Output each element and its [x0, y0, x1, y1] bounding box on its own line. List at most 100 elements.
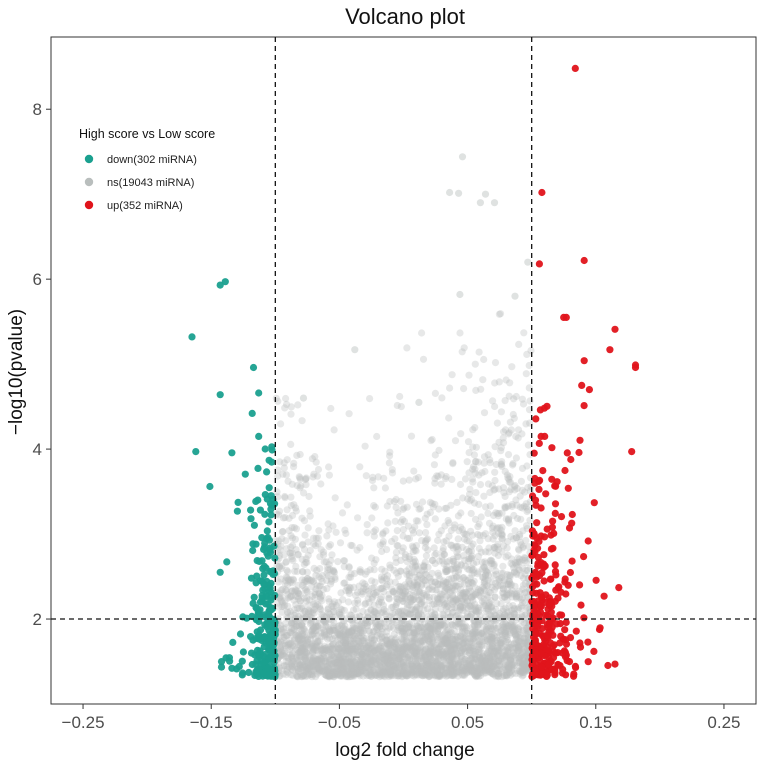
scatter-point-ns [387, 672, 395, 680]
scatter-point-ns [423, 661, 431, 669]
scatter-point-ns [488, 633, 496, 642]
scatter-point-ns [383, 628, 391, 636]
scatter-point-ns [495, 485, 503, 493]
scatter-point-ns [281, 404, 289, 412]
scatter-point-ns [340, 628, 348, 636]
scatter-point-ns [283, 665, 291, 673]
scatter-point-ns [431, 672, 439, 680]
scatter-point-ns [356, 566, 364, 574]
scatter-point-ns [386, 641, 394, 649]
scatter-point-ns [287, 661, 296, 669]
scatter-point-ns [414, 662, 422, 671]
scatter-point-ns [388, 469, 397, 477]
scatter-point-ns [292, 645, 300, 653]
scatter-point-down [249, 363, 258, 372]
scatter-point-ns [278, 562, 286, 570]
scatter-point-ns [353, 647, 361, 655]
scatter-point-ns [359, 666, 367, 675]
scatter-point-ns [284, 577, 293, 585]
scatter-point-ns [293, 653, 301, 661]
scatter-point-ns [399, 477, 407, 485]
scatter-point-ns [399, 544, 407, 552]
scatter-point-ns [489, 634, 497, 643]
scatter-point-ns [414, 611, 422, 619]
scatter-point-ns [442, 664, 450, 672]
scatter-point-ns [394, 672, 402, 680]
scatter-point-ns [302, 665, 310, 674]
scatter-point-ns [386, 671, 394, 679]
scatter-point-ns [509, 626, 517, 634]
scatter-point-ns [298, 514, 306, 522]
scatter-point-ns [447, 671, 455, 680]
scatter-point-ns [337, 611, 345, 620]
scatter-point-ns [316, 666, 324, 674]
scatter-point-ns [392, 495, 400, 504]
scatter-point-ns [462, 589, 471, 597]
scatter-point-ns [464, 565, 472, 573]
scatter-point-ns [369, 648, 377, 656]
scatter-point-ns [426, 654, 434, 662]
scatter-point-ns [311, 657, 319, 665]
scatter-point-up [564, 581, 572, 589]
scatter-point-ns [371, 608, 379, 616]
scatter-point-up [557, 588, 565, 596]
scatter-point-up [561, 626, 569, 634]
scatter-point-ns [309, 642, 317, 650]
scatter-point-ns [355, 662, 363, 670]
scatter-point-ns [392, 662, 400, 670]
scatter-point-ns [427, 624, 435, 633]
scatter-point-ns [378, 547, 386, 556]
scatter-point-ns [288, 651, 296, 659]
scatter-point-ns [387, 657, 395, 666]
scatter-point-ns [280, 637, 288, 645]
scatter-point-ns [300, 671, 308, 680]
scatter-point-ns [294, 589, 302, 597]
scatter-point-ns [363, 649, 371, 657]
scatter-point-ns [362, 669, 370, 677]
scatter-point-ns [501, 492, 509, 500]
scatter-point-ns [314, 663, 322, 671]
scatter-point-ns [412, 648, 421, 656]
scatter-point-ns [398, 594, 406, 603]
scatter-point-ns [411, 563, 420, 571]
scatter-point-ns [308, 609, 316, 617]
scatter-point-ns [396, 614, 404, 622]
scatter-point-ns [354, 660, 362, 669]
scatter-point-ns [410, 652, 419, 660]
scatter-point-ns [320, 558, 328, 566]
scatter-point-ns [410, 555, 418, 564]
scatter-point-ns [456, 594, 464, 602]
scatter-point-ns [469, 628, 477, 636]
scatter-point-ns [298, 672, 306, 681]
scatter-point-ns [486, 665, 494, 673]
scatter-point-ns [392, 600, 400, 609]
scatter-point-ns [426, 629, 434, 637]
scatter-point-ns [290, 619, 298, 627]
scatter-point-down [252, 604, 260, 612]
scatter-point-ns [343, 649, 351, 658]
scatter-point-ns [298, 630, 307, 638]
scatter-point-ns [312, 673, 320, 681]
scatter-point-ns [440, 650, 448, 658]
scatter-point-ns [294, 664, 302, 673]
scatter-point-ns [353, 656, 361, 664]
scatter-point-ns [341, 647, 349, 656]
scatter-point-ns [322, 671, 330, 680]
scatter-point-ns [458, 654, 466, 662]
scatter-point-ns [326, 541, 335, 549]
scatter-point-ns [319, 649, 327, 658]
x-tick-label: 0.15 [579, 713, 612, 732]
scatter-point-ns [302, 597, 311, 605]
scatter-point-ns [306, 631, 315, 639]
scatter-point-ns [503, 652, 511, 661]
scatter-point-ns [499, 484, 508, 492]
scatter-point-ns [278, 666, 286, 675]
scatter-point-ns [470, 670, 478, 678]
scatter-point-ns [326, 627, 334, 636]
scatter-point-ns [361, 570, 369, 578]
scatter-point-ns [302, 634, 310, 642]
scatter-point-ns [389, 624, 397, 632]
scatter-point-ns [441, 628, 449, 636]
scatter-point-ns [402, 583, 410, 591]
scatter-point-ns [307, 668, 315, 676]
